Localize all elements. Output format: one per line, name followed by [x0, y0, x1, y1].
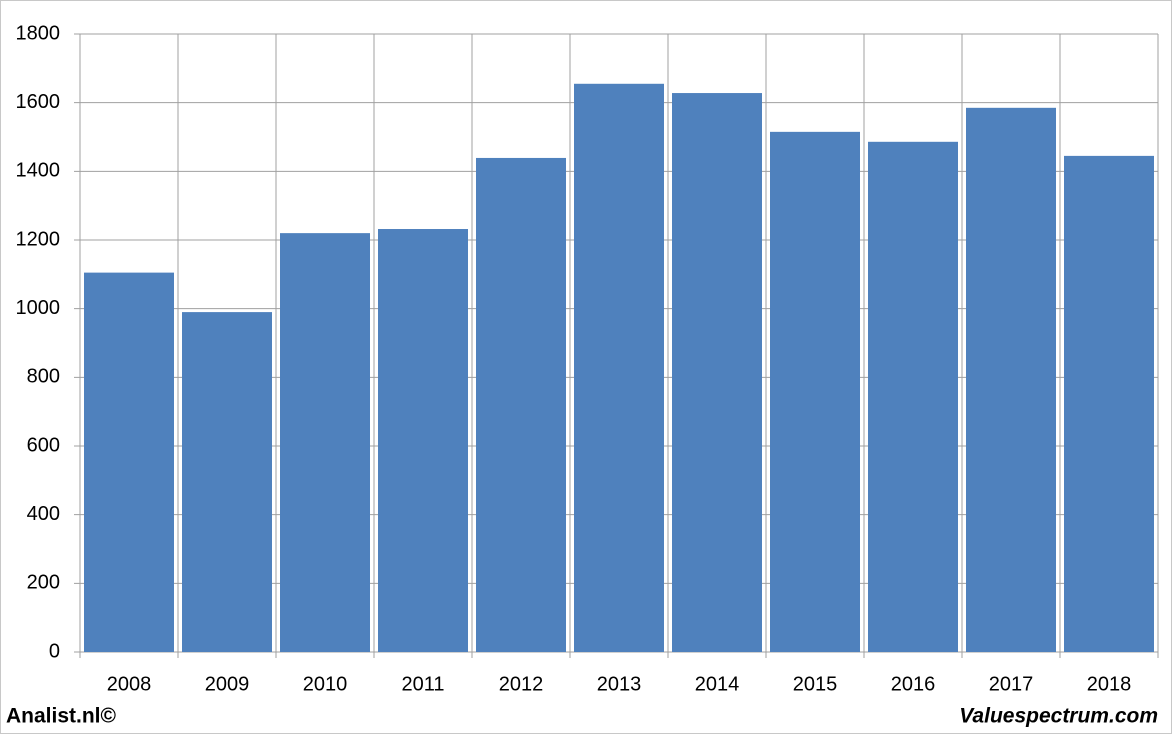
y-tick-label: 1800: [16, 22, 61, 44]
x-tick-label: 2008: [107, 673, 152, 695]
y-tick-label: 1600: [16, 91, 61, 113]
x-tick-label: 2015: [793, 673, 838, 695]
x-tick-label: 2016: [891, 673, 936, 695]
bar: [966, 107, 1056, 653]
x-tick-label: 2018: [1087, 673, 1132, 695]
y-tick-label: 1000: [16, 297, 61, 319]
y-tick-label: 400: [27, 503, 60, 525]
footer-left: Analist.nl©: [6, 705, 117, 728]
x-tick-label: 2009: [205, 673, 250, 695]
bar: [574, 83, 664, 653]
bar: [378, 229, 468, 652]
y-tick-label: 1200: [16, 228, 61, 250]
bar: [476, 157, 566, 652]
y-tick-label: 200: [27, 572, 60, 594]
y-tick-label: 0: [49, 640, 60, 662]
bar: [182, 312, 272, 652]
bar: [672, 93, 762, 652]
x-tick-label: 2013: [597, 673, 642, 695]
x-tick-label: 2014: [695, 673, 740, 695]
x-tick-label: 2010: [303, 673, 348, 695]
x-tick-label: 2017: [989, 673, 1034, 695]
x-tick-label: 2012: [499, 673, 544, 695]
bar: [280, 233, 370, 652]
bar: [868, 141, 958, 652]
bar: [1064, 155, 1154, 652]
y-tick-label: 1400: [16, 160, 61, 182]
y-tick-label: 600: [27, 434, 60, 456]
bar: [84, 272, 174, 652]
bar: [770, 131, 860, 653]
y-tick-label: 800: [27, 366, 60, 388]
x-tick-label: 2011: [401, 673, 444, 695]
footer-right: Valuespectrum.com: [959, 705, 1158, 728]
